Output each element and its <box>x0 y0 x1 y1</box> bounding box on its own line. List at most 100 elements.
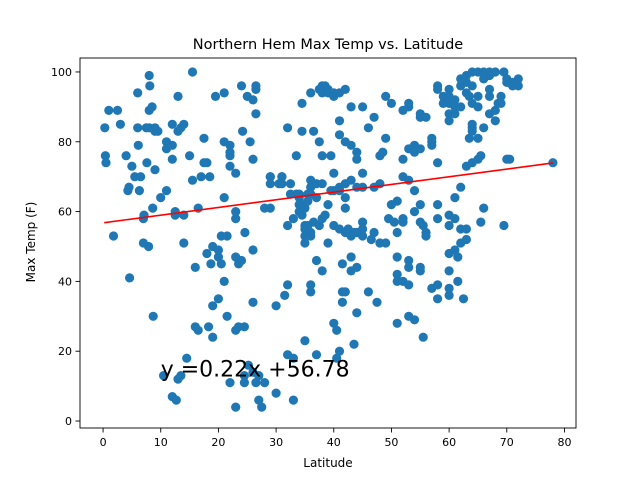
data-point <box>248 154 258 164</box>
data-point <box>326 151 336 161</box>
data-point <box>404 98 414 108</box>
data-point <box>450 214 460 224</box>
x-tick-label: 80 <box>557 436 571 449</box>
data-point <box>101 158 111 168</box>
data-point <box>409 186 420 196</box>
data-point <box>505 154 515 164</box>
data-point <box>115 119 125 129</box>
data-point <box>243 360 253 370</box>
data-point <box>458 294 469 304</box>
data-point <box>358 217 368 227</box>
data-point <box>167 154 177 164</box>
data-point <box>490 116 500 126</box>
data-point <box>392 227 402 238</box>
data-point <box>453 252 463 262</box>
data-point <box>283 220 293 231</box>
data-point <box>340 84 350 94</box>
y-tick-label: 20 <box>58 345 72 358</box>
data-point <box>490 67 500 77</box>
data-point <box>245 137 255 147</box>
data-point <box>161 186 172 196</box>
data-point <box>159 371 169 381</box>
data-point <box>213 252 223 262</box>
data-point <box>473 91 483 101</box>
data-point <box>398 217 408 227</box>
data-point <box>167 140 177 150</box>
data-point <box>323 238 333 248</box>
data-point <box>473 102 483 112</box>
data-point <box>433 81 443 91</box>
data-point <box>499 67 509 77</box>
data-point <box>490 105 500 115</box>
data-point <box>352 262 362 272</box>
data-point <box>288 395 298 405</box>
data-point <box>476 217 486 227</box>
data-point <box>150 165 160 175</box>
data-point <box>231 214 241 224</box>
data-point <box>291 151 301 161</box>
data-point <box>251 109 261 119</box>
data-point <box>352 147 362 157</box>
data-point <box>381 91 391 101</box>
data-point <box>409 315 420 325</box>
data-point <box>238 126 248 136</box>
data-point <box>306 88 316 98</box>
data-point <box>314 137 324 147</box>
x-tick-label: 30 <box>269 436 283 449</box>
data-point <box>415 144 425 154</box>
data-point <box>153 126 163 136</box>
data-point <box>444 290 454 300</box>
data-point <box>142 158 152 168</box>
y-tick-label: 60 <box>58 206 72 219</box>
data-point <box>213 245 223 255</box>
data-point <box>170 207 180 217</box>
data-point <box>187 175 198 185</box>
data-point <box>225 161 235 171</box>
data-point <box>427 140 437 150</box>
data-point <box>133 140 143 150</box>
data-point <box>311 255 322 266</box>
data-point <box>239 371 249 381</box>
data-point <box>311 350 322 360</box>
data-point <box>358 224 368 234</box>
data-point <box>204 322 214 332</box>
data-point <box>392 318 402 328</box>
data-point <box>346 175 356 185</box>
x-axis-ticks: 0 10 20 30 40 50 60 70 80 <box>100 428 571 449</box>
data-point <box>297 210 307 220</box>
data-point <box>236 81 247 91</box>
data-point <box>176 371 186 381</box>
data-point <box>323 200 333 210</box>
data-point <box>421 112 431 122</box>
data-point <box>283 280 293 290</box>
data-point <box>136 172 146 182</box>
data-point <box>352 154 362 164</box>
data-point <box>196 172 206 182</box>
data-point <box>297 98 307 108</box>
data-point <box>222 311 232 321</box>
data-point <box>346 140 356 150</box>
data-point <box>513 81 523 91</box>
data-point <box>202 248 212 259</box>
data-point <box>144 241 154 252</box>
data-point <box>392 252 402 262</box>
x-tick-label: 40 <box>327 436 341 449</box>
x-tick-label: 60 <box>442 436 456 449</box>
data-point <box>100 151 110 161</box>
data-point <box>145 81 155 91</box>
data-point <box>461 234 471 245</box>
data-point <box>473 133 483 143</box>
data-point <box>277 172 287 182</box>
data-point <box>404 280 414 290</box>
data-point <box>306 287 316 297</box>
data-point <box>467 81 477 91</box>
data-point <box>133 88 143 98</box>
data-point <box>219 88 229 98</box>
data-point <box>104 105 114 115</box>
data-point <box>265 203 275 213</box>
regression-equation: y =0.22x +56.78 <box>161 358 350 383</box>
data-point <box>251 81 261 91</box>
data-point <box>285 179 296 189</box>
data-point <box>294 193 304 203</box>
